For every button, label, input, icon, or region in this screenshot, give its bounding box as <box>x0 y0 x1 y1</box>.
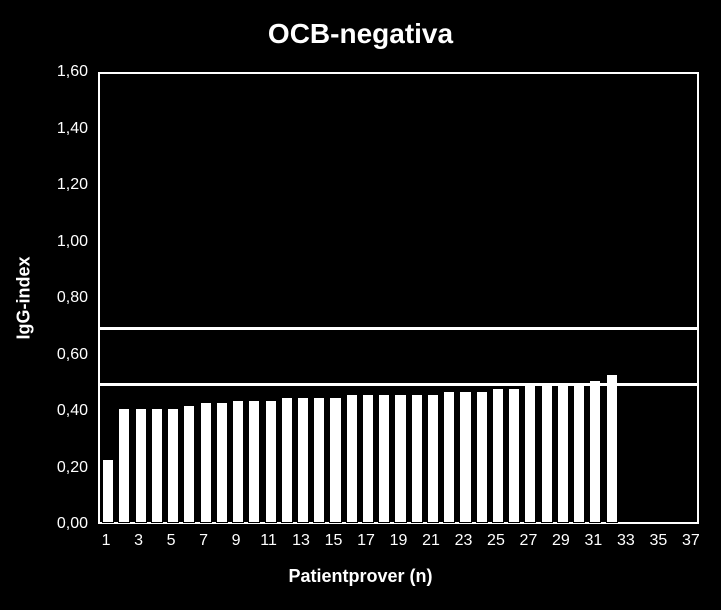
data-bar <box>152 409 162 522</box>
y-tick-label: 0,00 <box>0 515 88 533</box>
data-bar <box>201 403 211 522</box>
reference-line <box>100 327 697 330</box>
data-bar <box>444 392 454 522</box>
data-bar <box>379 395 389 522</box>
data-bar <box>314 398 324 522</box>
data-bar <box>558 384 568 522</box>
y-tick-label: 1,00 <box>0 233 88 251</box>
data-bar <box>119 409 129 522</box>
x-tick-label: 31 <box>585 532 603 550</box>
x-tick-label: 37 <box>682 532 700 550</box>
x-axis-label: Patientprover (n) <box>0 566 721 587</box>
data-bar <box>282 398 292 522</box>
y-tick-label: 0,40 <box>0 402 88 420</box>
data-bar <box>217 403 227 522</box>
data-bar <box>542 386 552 522</box>
x-tick-label: 13 <box>292 532 310 550</box>
x-tick-label: 19 <box>390 532 408 550</box>
data-bar <box>460 392 470 522</box>
data-bar <box>249 401 259 522</box>
data-bar <box>363 395 373 522</box>
data-bar <box>330 398 340 522</box>
x-tick-label: 3 <box>134 532 143 550</box>
reference-line <box>100 383 697 386</box>
chart-title: OCB-negativa <box>0 18 721 50</box>
y-tick-label: 1,60 <box>0 63 88 81</box>
y-tick-label: 1,40 <box>0 120 88 138</box>
data-bar <box>395 395 405 522</box>
y-tick-label: 0,60 <box>0 346 88 364</box>
y-tick-label: 1,20 <box>0 176 88 194</box>
x-tick-label: 21 <box>422 532 440 550</box>
data-bar <box>525 386 535 522</box>
data-bar <box>428 395 438 522</box>
x-tick-label: 11 <box>260 532 277 550</box>
x-tick-label: 33 <box>617 532 635 550</box>
data-bar <box>233 401 243 522</box>
data-bar <box>509 389 519 522</box>
data-bar <box>574 384 584 522</box>
x-tick-label: 15 <box>325 532 343 550</box>
x-tick-label: 5 <box>167 532 176 550</box>
data-bar <box>412 395 422 522</box>
y-tick-label: 0,80 <box>0 289 88 307</box>
ocb-negativa-chart: OCB-negativa IgG-index Patientprover (n)… <box>0 0 721 610</box>
x-tick-label: 35 <box>649 532 667 550</box>
x-tick-label: 23 <box>455 532 473 550</box>
x-tick-label: 29 <box>552 532 570 550</box>
x-tick-label: 25 <box>487 532 505 550</box>
plot-area <box>98 72 699 524</box>
data-bar <box>298 398 308 522</box>
data-bar <box>607 375 617 522</box>
x-tick-label: 7 <box>199 532 208 550</box>
data-bar <box>347 395 357 522</box>
data-bar <box>168 409 178 522</box>
x-tick-label: 17 <box>357 532 375 550</box>
data-bar <box>103 460 113 522</box>
data-bar <box>136 409 146 522</box>
x-tick-label: 9 <box>232 532 241 550</box>
data-bar <box>266 401 276 522</box>
data-bar <box>590 381 600 522</box>
x-tick-label: 1 <box>102 532 111 550</box>
x-tick-label: 27 <box>520 532 538 550</box>
data-bar <box>477 392 487 522</box>
data-bar <box>493 389 503 522</box>
data-bar <box>184 406 194 522</box>
y-tick-label: 0,20 <box>0 459 88 477</box>
